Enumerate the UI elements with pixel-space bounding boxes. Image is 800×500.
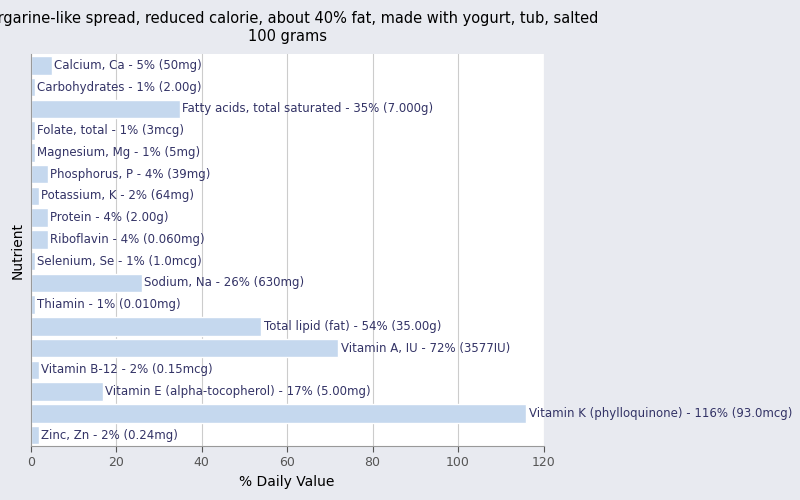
Bar [30, 360, 39, 379]
Text: Selenium, Se - 1% (1.0mcg): Selenium, Se - 1% (1.0mcg) [37, 254, 202, 268]
X-axis label: % Daily Value: % Daily Value [239, 475, 335, 489]
Text: Total lipid (fat) - 54% (35.00g): Total lipid (fat) - 54% (35.00g) [264, 320, 441, 333]
Bar [30, 296, 35, 314]
Bar [30, 252, 35, 270]
Text: Fatty acids, total saturated - 35% (7.000g): Fatty acids, total saturated - 35% (7.00… [182, 102, 434, 116]
Bar [30, 426, 39, 444]
Text: Vitamin E (alpha-tocopherol) - 17% (5.00mg): Vitamin E (alpha-tocopherol) - 17% (5.00… [106, 385, 371, 398]
Text: Potassium, K - 2% (64mg): Potassium, K - 2% (64mg) [42, 190, 194, 202]
Bar [30, 404, 526, 422]
Bar [30, 230, 48, 248]
Text: Carbohydrates - 1% (2.00g): Carbohydrates - 1% (2.00g) [37, 80, 202, 94]
Y-axis label: Nutrient: Nutrient [11, 222, 25, 278]
Text: Thiamin - 1% (0.010mg): Thiamin - 1% (0.010mg) [37, 298, 181, 311]
Text: Sodium, Na - 26% (630mg): Sodium, Na - 26% (630mg) [144, 276, 304, 289]
Text: Protein - 4% (2.00g): Protein - 4% (2.00g) [50, 211, 169, 224]
Bar [30, 56, 52, 74]
Text: Folate, total - 1% (3mcg): Folate, total - 1% (3mcg) [37, 124, 184, 137]
Bar [30, 339, 338, 357]
Text: Calcium, Ca - 5% (50mg): Calcium, Ca - 5% (50mg) [54, 59, 202, 72]
Bar [30, 78, 35, 96]
Bar [30, 122, 35, 140]
Bar [30, 186, 39, 205]
Text: Riboflavin - 4% (0.060mg): Riboflavin - 4% (0.060mg) [50, 233, 205, 246]
Text: Phosphorus, P - 4% (39mg): Phosphorus, P - 4% (39mg) [50, 168, 210, 180]
Title: Margarine-like spread, reduced calorie, about 40% fat, made with yogurt, tub, sa: Margarine-like spread, reduced calorie, … [0, 11, 598, 44]
Bar [30, 382, 103, 401]
Text: Magnesium, Mg - 1% (5mg): Magnesium, Mg - 1% (5mg) [37, 146, 200, 159]
Bar [30, 208, 48, 227]
Bar [30, 274, 142, 292]
Bar [30, 100, 180, 118]
Bar [30, 165, 48, 184]
Text: Vitamin B-12 - 2% (0.15mcg): Vitamin B-12 - 2% (0.15mcg) [42, 364, 213, 376]
Text: Vitamin A, IU - 72% (3577IU): Vitamin A, IU - 72% (3577IU) [341, 342, 510, 354]
Text: Vitamin K (phylloquinone) - 116% (93.0mcg): Vitamin K (phylloquinone) - 116% (93.0mc… [529, 407, 792, 420]
Bar [30, 317, 262, 336]
Text: Zinc, Zn - 2% (0.24mg): Zinc, Zn - 2% (0.24mg) [42, 428, 178, 442]
Bar [30, 143, 35, 162]
